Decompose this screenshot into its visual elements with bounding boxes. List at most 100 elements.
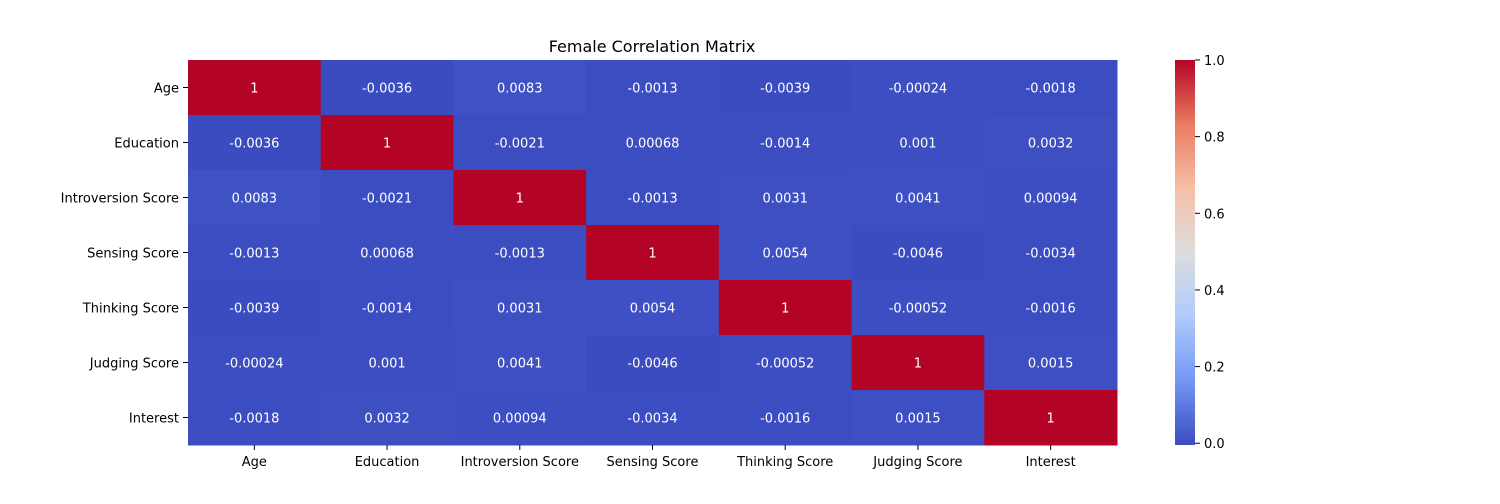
heatmap-cell bbox=[188, 170, 322, 226]
heatmap-cell bbox=[984, 280, 1118, 336]
heatmap-cell bbox=[188, 225, 322, 281]
heatmap-cell bbox=[453, 280, 587, 336]
heatmap-cell bbox=[586, 115, 720, 171]
y-tick-label: Judging Score bbox=[89, 357, 179, 372]
cell-value-label: -0.0039 bbox=[760, 82, 810, 97]
heatmap-cell bbox=[984, 390, 1118, 446]
heatmap-cell bbox=[586, 170, 720, 226]
heatmap-cell bbox=[718, 390, 853, 446]
heatmap-cell bbox=[718, 60, 853, 116]
cell-value-label: 1 bbox=[781, 302, 789, 317]
heatmap-cell bbox=[586, 335, 720, 391]
cell-value-label: 0.0032 bbox=[364, 412, 410, 427]
heatmap-cell bbox=[320, 390, 454, 446]
cell-annotations: 1 -0.0036 0.0083 -0.0013 -0.0039 -0.00024 -0.0… bbox=[225, 82, 1077, 427]
cell-value-label: -0.00052 bbox=[889, 302, 947, 317]
cell-value-label: -0.0014 bbox=[362, 302, 412, 317]
heatmap-cell bbox=[851, 170, 985, 226]
colorbar-tick-label: 1.0 bbox=[1204, 54, 1225, 69]
heatmap-cell bbox=[453, 335, 587, 391]
x-tick-label: Education bbox=[355, 455, 420, 470]
y-tick-label: Interest bbox=[129, 412, 179, 427]
y-tick-label: Introversion Score bbox=[61, 192, 179, 207]
cell-value-label: 0.0041 bbox=[497, 357, 543, 372]
chart-title: Female Correlation Matrix bbox=[549, 37, 756, 56]
cell-value-label: 1 bbox=[648, 247, 656, 262]
heatmap-cell bbox=[984, 60, 1118, 116]
cell-value-label: -0.0013 bbox=[229, 247, 279, 262]
heatmap-cell bbox=[586, 225, 720, 281]
colorbar: 0.0 0.2 0.4 0.6 0.8 1.0 bbox=[1175, 54, 1225, 452]
cell-value-label: -0.00052 bbox=[756, 357, 814, 372]
cell-value-label: 0.00068 bbox=[360, 247, 414, 262]
heatmap-cell bbox=[188, 115, 322, 171]
heatmap-cell bbox=[718, 280, 853, 336]
x-tick-label: Age bbox=[242, 455, 267, 470]
cell-value-label: 0.0032 bbox=[1028, 137, 1074, 152]
heatmap-cell bbox=[453, 390, 587, 446]
heatmap-cell bbox=[718, 335, 853, 391]
cell-value-label: -0.0018 bbox=[229, 412, 279, 427]
colorbar-tick-label: 0.6 bbox=[1204, 207, 1225, 222]
heatmap-cell bbox=[851, 280, 985, 336]
cell-value-label: 1 bbox=[383, 137, 391, 152]
colorbar-tick-label: 0.0 bbox=[1204, 437, 1225, 452]
heatmap-cell bbox=[984, 115, 1118, 171]
y-axis: Age Education Introversion Score Sensing Sc… bbox=[61, 82, 188, 427]
cell-value-label: -0.0013 bbox=[495, 247, 545, 262]
heatmap-cell bbox=[453, 170, 587, 226]
cell-value-label: 0.0041 bbox=[895, 192, 941, 207]
x-tick-label: Introversion Score bbox=[461, 455, 579, 470]
heatmap-cell bbox=[718, 115, 853, 171]
heatmap-cell bbox=[718, 170, 853, 226]
y-tick-label: Age bbox=[154, 82, 179, 97]
heatmap-cell bbox=[188, 280, 322, 336]
cell-value-label: 0.00068 bbox=[626, 137, 680, 152]
heatmap-cell bbox=[453, 115, 587, 171]
cell-value-label: -0.0021 bbox=[495, 137, 545, 152]
heatmap-cell bbox=[320, 280, 454, 336]
colorbar-tick-label: 0.4 bbox=[1204, 284, 1225, 299]
cell-value-label: -0.0034 bbox=[627, 412, 677, 427]
cell-value-label: 0.0015 bbox=[1028, 357, 1074, 372]
heatmap-cell bbox=[851, 60, 985, 116]
heatmap-cell bbox=[320, 115, 454, 171]
colorbar-tick-label: 0.8 bbox=[1204, 131, 1225, 146]
cell-value-label: -0.00024 bbox=[225, 357, 283, 372]
cell-value-label: 0.00094 bbox=[1024, 192, 1078, 207]
cell-value-label: 0.00094 bbox=[493, 412, 547, 427]
cell-value-label: 0.0083 bbox=[232, 192, 278, 207]
cell-value-label: 1 bbox=[1047, 412, 1055, 427]
heatmap-cell bbox=[851, 335, 985, 391]
x-tick-label: Sensing Score bbox=[607, 455, 699, 470]
heatmap-cell bbox=[453, 225, 587, 281]
cell-value-label: -0.0034 bbox=[1026, 247, 1076, 262]
heatmap-cell bbox=[851, 115, 985, 171]
cell-value-label: -0.00024 bbox=[889, 82, 947, 97]
x-tick-label: Interest bbox=[1026, 455, 1076, 470]
cell-value-label: 0.0054 bbox=[630, 302, 676, 317]
heatmap-cell bbox=[188, 390, 322, 446]
heatmap-cell bbox=[188, 335, 322, 391]
colorbar-gradient bbox=[1175, 60, 1195, 445]
cell-value-label: -0.0013 bbox=[627, 82, 677, 97]
cell-value-label: 0.001 bbox=[899, 137, 936, 152]
colorbar-tick-label: 0.2 bbox=[1204, 361, 1225, 376]
heatmap-cell bbox=[984, 335, 1118, 391]
y-tick-label: Sensing Score bbox=[87, 247, 179, 262]
cell-value-label: 0.0054 bbox=[762, 247, 808, 262]
y-tick-label: Education bbox=[114, 137, 179, 152]
x-axis: Age Education Introversion Score Sensing Sc… bbox=[242, 445, 1076, 470]
heatmap-cell bbox=[851, 225, 985, 281]
cell-value-label: 0.0083 bbox=[497, 82, 543, 97]
cell-value-label: -0.0021 bbox=[362, 192, 412, 207]
heatmap-cell bbox=[984, 225, 1118, 281]
heatmap-cell bbox=[586, 60, 720, 116]
cell-value-label: 0.0031 bbox=[497, 302, 543, 317]
cell-value-label: 0.0031 bbox=[762, 192, 808, 207]
cell-value-label: -0.0046 bbox=[893, 247, 943, 262]
cell-value-label: 0.0015 bbox=[895, 412, 941, 427]
cell-value-label: 1 bbox=[914, 357, 922, 372]
heatmap-cell bbox=[984, 170, 1118, 226]
